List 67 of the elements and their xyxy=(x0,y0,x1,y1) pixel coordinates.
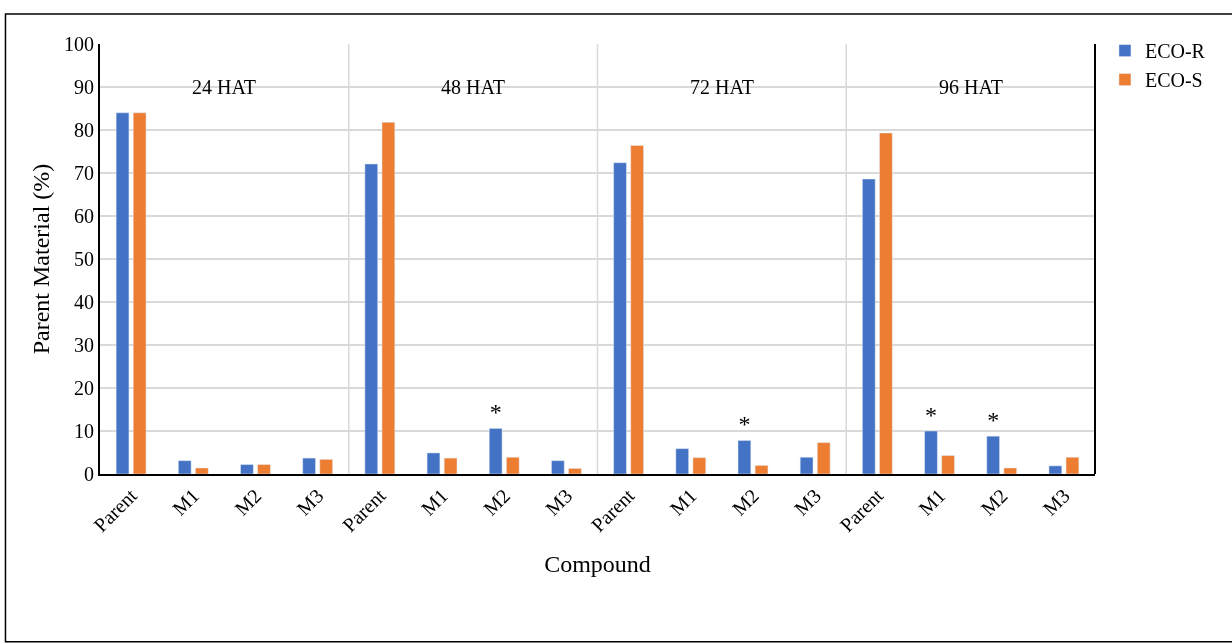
data-label: * xyxy=(987,407,1000,434)
y-tick-label: 80 xyxy=(74,119,94,141)
bar xyxy=(817,442,831,474)
x-tick-label: M1 xyxy=(665,484,701,520)
x-tick-label: M2 xyxy=(478,484,515,520)
y-tick-label: 20 xyxy=(74,377,94,399)
bar xyxy=(240,464,254,474)
bar xyxy=(630,145,644,474)
bar xyxy=(986,435,1000,474)
bar xyxy=(1003,467,1017,474)
bar xyxy=(675,448,689,474)
y-tick-label: 60 xyxy=(74,205,94,227)
annotation: 48 HAT xyxy=(441,76,505,98)
bar xyxy=(257,464,271,474)
bar xyxy=(879,132,893,474)
bar xyxy=(115,112,130,474)
y-tick-label: 100 xyxy=(64,33,94,55)
bar xyxy=(195,467,209,474)
bar xyxy=(489,428,503,474)
bar xyxy=(178,460,192,474)
bar xyxy=(737,440,752,474)
y-tick-label: 70 xyxy=(74,162,94,184)
y-tick-label: 40 xyxy=(74,291,94,313)
bar xyxy=(302,457,316,474)
y-tick-label: 10 xyxy=(74,420,94,442)
x-tick-label: M3 xyxy=(541,484,577,520)
x-tick-label: M1 xyxy=(914,484,950,520)
x-tick-label: M3 xyxy=(1038,484,1074,520)
bar xyxy=(1048,465,1063,474)
bar xyxy=(132,112,147,474)
bar xyxy=(1065,456,1080,474)
bar xyxy=(613,162,627,474)
bar xyxy=(568,468,582,474)
bar xyxy=(426,452,441,474)
x-tick-label: M1 xyxy=(416,484,452,520)
bar xyxy=(692,457,706,474)
data-label: * xyxy=(489,399,502,426)
x-tick-label: M3 xyxy=(292,484,328,520)
x-tick-label: M2 xyxy=(976,484,1012,520)
y-tick-label: 50 xyxy=(74,248,94,270)
data-label: * xyxy=(924,402,937,428)
y-tick-label: 0 xyxy=(84,463,94,485)
annotation: 96 HAT xyxy=(939,76,1003,98)
bar xyxy=(862,178,876,474)
data-label: * xyxy=(738,411,751,438)
bar xyxy=(381,122,396,474)
legend-label: ECO-S xyxy=(1144,69,1203,92)
legend-label: ECO-R xyxy=(1144,40,1206,63)
bar xyxy=(799,456,814,474)
x-tick-label: M3 xyxy=(789,484,826,520)
bar xyxy=(506,456,520,474)
y-tick-label: 30 xyxy=(74,334,94,356)
x-tick-label: M2 xyxy=(230,484,266,520)
y-tick-label: 90 xyxy=(74,76,94,98)
bar xyxy=(754,465,769,474)
bar xyxy=(364,163,378,474)
bar xyxy=(443,457,458,474)
bar xyxy=(924,430,938,474)
bar xyxy=(551,460,565,474)
x-axis-title: Compound xyxy=(544,550,651,577)
annotation: 24 HAT xyxy=(192,76,256,98)
x-tick-label: M2 xyxy=(727,484,763,520)
y-axis-title: Parent Material (%) xyxy=(27,163,54,355)
bar xyxy=(941,455,955,474)
x-tick-label: M1 xyxy=(167,484,204,520)
bar xyxy=(319,459,333,474)
annotation: 72 HAT xyxy=(690,76,754,98)
